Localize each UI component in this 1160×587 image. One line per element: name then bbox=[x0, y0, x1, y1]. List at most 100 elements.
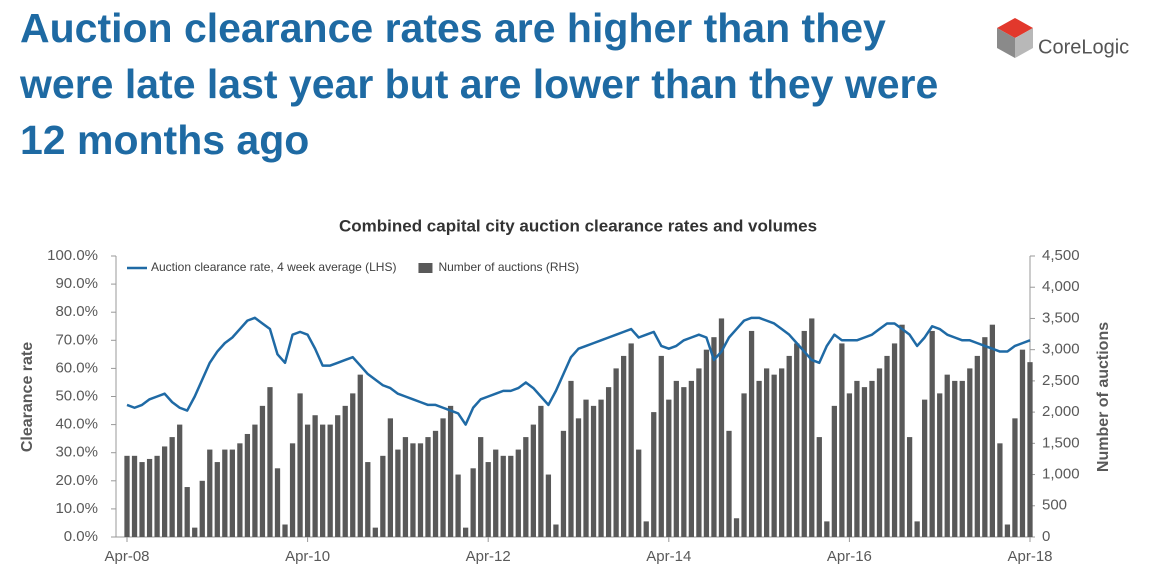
bar bbox=[997, 443, 1003, 537]
bar bbox=[651, 412, 657, 537]
bar bbox=[989, 324, 996, 537]
y-tick-label: 100.0% bbox=[47, 247, 98, 264]
x-tick-label: Apr-12 bbox=[466, 548, 511, 565]
bar bbox=[982, 337, 988, 537]
bar bbox=[387, 418, 394, 537]
bar bbox=[327, 424, 333, 537]
bar bbox=[169, 437, 175, 537]
bar bbox=[350, 393, 356, 537]
bar bbox=[756, 380, 762, 537]
bar bbox=[1012, 418, 1018, 537]
bar bbox=[320, 424, 326, 537]
y2-tick-label: 0 bbox=[1042, 528, 1050, 545]
legend-label: Number of auctions (RHS) bbox=[438, 260, 579, 274]
bar bbox=[222, 449, 228, 537]
bar bbox=[432, 430, 439, 537]
bar bbox=[741, 393, 747, 537]
bar bbox=[1019, 349, 1026, 537]
bar bbox=[214, 462, 220, 537]
bar bbox=[696, 368, 702, 537]
bar bbox=[763, 368, 770, 537]
bar bbox=[297, 393, 303, 537]
bar bbox=[237, 443, 243, 537]
x-tick-label: Apr-08 bbox=[104, 548, 149, 565]
y2-tick-label: 500 bbox=[1042, 497, 1067, 514]
bar bbox=[131, 455, 138, 537]
bar bbox=[417, 443, 424, 537]
bar bbox=[553, 524, 559, 537]
bar bbox=[440, 418, 446, 537]
bar bbox=[455, 474, 461, 537]
bar bbox=[779, 368, 785, 537]
bar bbox=[922, 399, 928, 537]
bar bbox=[372, 527, 378, 537]
logo-shape bbox=[997, 28, 1015, 58]
bar bbox=[538, 405, 544, 537]
y-tick-label: 50.0% bbox=[55, 387, 98, 404]
bar bbox=[199, 480, 205, 537]
bar bbox=[681, 387, 687, 537]
logo: CoreLogic bbox=[997, 18, 1129, 58]
bar bbox=[560, 430, 567, 537]
bar bbox=[304, 424, 311, 537]
bar bbox=[944, 374, 950, 537]
bar bbox=[1004, 524, 1011, 537]
bar bbox=[523, 437, 529, 537]
bar bbox=[891, 343, 898, 537]
bar bbox=[161, 446, 168, 537]
y2-tick-label: 1,000 bbox=[1042, 466, 1080, 483]
bar bbox=[658, 355, 664, 537]
y2-axis-label: Number of auctions bbox=[1095, 322, 1112, 472]
bar bbox=[530, 424, 536, 537]
bar bbox=[267, 387, 273, 537]
bar bbox=[846, 393, 853, 537]
bar bbox=[478, 437, 484, 537]
bar bbox=[621, 355, 627, 537]
bar bbox=[824, 521, 830, 537]
bar bbox=[786, 355, 792, 537]
bar bbox=[914, 521, 920, 537]
chart-title: Combined capital city auction clearance … bbox=[339, 216, 817, 235]
bar bbox=[605, 387, 612, 537]
y-tick-label: 30.0% bbox=[55, 444, 98, 461]
y2-tick-label: 2,000 bbox=[1042, 403, 1080, 420]
bar bbox=[959, 380, 965, 537]
x-tick-label: Apr-16 bbox=[827, 548, 872, 565]
y2-tick-label: 4,500 bbox=[1042, 247, 1080, 264]
bar bbox=[666, 399, 672, 537]
bar bbox=[545, 474, 552, 537]
bar bbox=[967, 368, 973, 537]
x-tick-label: Apr-14 bbox=[646, 548, 691, 565]
bar bbox=[177, 424, 183, 537]
y2-tick-label: 3,500 bbox=[1042, 309, 1080, 326]
y-tick-label: 40.0% bbox=[55, 416, 98, 433]
bar bbox=[282, 524, 288, 537]
y2-tick-label: 2,500 bbox=[1042, 372, 1080, 389]
bar bbox=[839, 343, 845, 537]
bar bbox=[244, 433, 251, 537]
bar bbox=[794, 343, 800, 537]
x-tick-label: Apr-18 bbox=[1007, 548, 1052, 565]
bar bbox=[1027, 362, 1033, 537]
bar bbox=[575, 418, 582, 537]
bar bbox=[816, 437, 822, 537]
bar bbox=[801, 330, 807, 537]
y-tick-label: 60.0% bbox=[55, 359, 98, 376]
bar bbox=[289, 443, 296, 537]
bar bbox=[733, 518, 740, 537]
bar bbox=[357, 374, 363, 537]
bar bbox=[854, 380, 860, 537]
bar bbox=[229, 449, 235, 537]
bar bbox=[590, 405, 597, 537]
bar bbox=[252, 424, 258, 537]
bar bbox=[876, 368, 883, 537]
bar bbox=[929, 330, 935, 537]
bar bbox=[462, 527, 469, 537]
y-tick-label: 80.0% bbox=[55, 303, 98, 320]
bar bbox=[831, 405, 837, 537]
y-tick-label: 0.0% bbox=[64, 528, 98, 545]
bar bbox=[568, 380, 574, 537]
bar bbox=[470, 468, 476, 537]
bar bbox=[410, 443, 416, 537]
